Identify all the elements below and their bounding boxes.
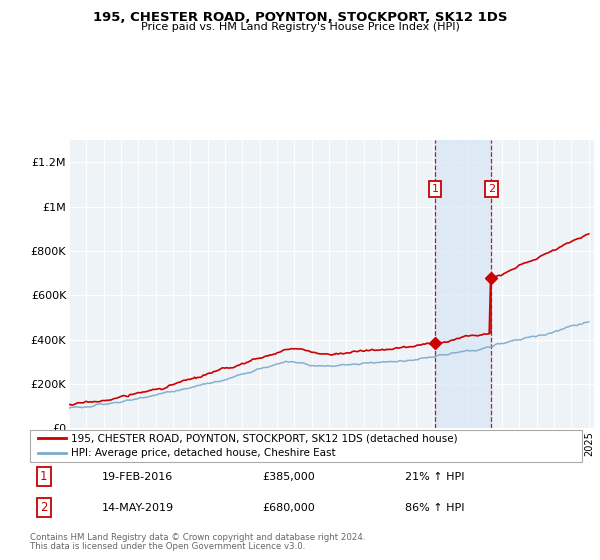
Text: 86% ↑ HPI: 86% ↑ HPI: [406, 503, 465, 513]
Text: 14-MAY-2019: 14-MAY-2019: [102, 503, 174, 513]
Text: HPI: Average price, detached house, Cheshire East: HPI: Average price, detached house, Ches…: [71, 448, 336, 458]
Bar: [435, 140, 491, 428]
Text: This data is licensed under the Open Government Licence v3.0.: This data is licensed under the Open Gov…: [30, 542, 305, 550]
Text: 2: 2: [488, 184, 495, 194]
Text: £385,000: £385,000: [262, 472, 314, 482]
Text: 19-FEB-2016: 19-FEB-2016: [102, 472, 173, 482]
Text: Contains HM Land Registry data © Crown copyright and database right 2024.: Contains HM Land Registry data © Crown c…: [30, 533, 365, 542]
Text: 2: 2: [40, 501, 47, 514]
Text: £680,000: £680,000: [262, 503, 314, 513]
Text: 195, CHESTER ROAD, POYNTON, STOCKPORT, SK12 1DS (detached house): 195, CHESTER ROAD, POYNTON, STOCKPORT, S…: [71, 433, 458, 444]
Text: 21% ↑ HPI: 21% ↑ HPI: [406, 472, 465, 482]
Text: 195, CHESTER ROAD, POYNTON, STOCKPORT, SK12 1DS: 195, CHESTER ROAD, POYNTON, STOCKPORT, S…: [93, 11, 507, 24]
Text: 1: 1: [40, 470, 47, 483]
Text: Price paid vs. HM Land Registry's House Price Index (HPI): Price paid vs. HM Land Registry's House …: [140, 22, 460, 32]
Text: 1: 1: [431, 184, 439, 194]
